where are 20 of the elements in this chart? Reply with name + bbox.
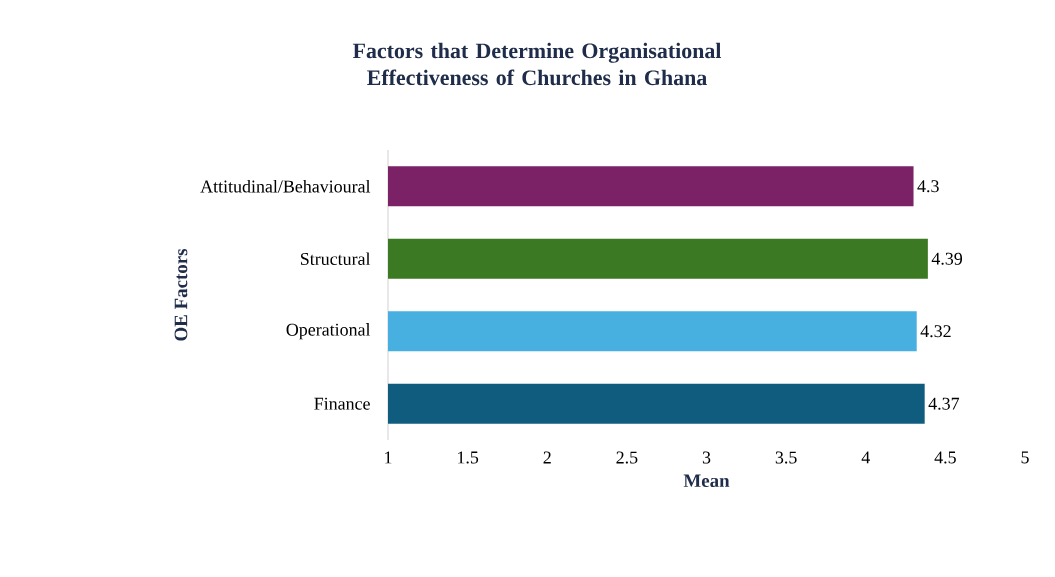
y-axis-title: OE Factors [174,248,188,341]
y-tick-label: Attitudinal/Behavioural [200,179,371,193]
x-tick-label: 5 [1021,451,1029,464]
y-tick-label: Finance [314,397,370,410]
x-tick-label: 2 [543,451,551,464]
x-tick-label: 4 [861,451,870,464]
x-tick-label: 1 [385,451,392,464]
y-tick-label: Operational [286,323,371,340]
x-tick-label: 3.5 [775,451,797,464]
data-label: 4.3 [917,180,939,193]
x-tick-label: 3 [702,451,711,464]
y-tick-label: Structural [300,252,371,266]
x-tick-label: 2.5 [616,451,638,464]
x-axis-title: Mean [683,474,730,488]
data-label: 4.37 [928,397,960,410]
data-label: 4.39 [931,252,963,265]
x-tick-label: 1.5 [458,451,479,464]
chart-title: Factors that Determine Organisational Effectiveness of Churches in Ghana [352,42,722,86]
x-tick-label: 4.5 [934,451,956,464]
data-label: 4.32 [920,325,951,338]
